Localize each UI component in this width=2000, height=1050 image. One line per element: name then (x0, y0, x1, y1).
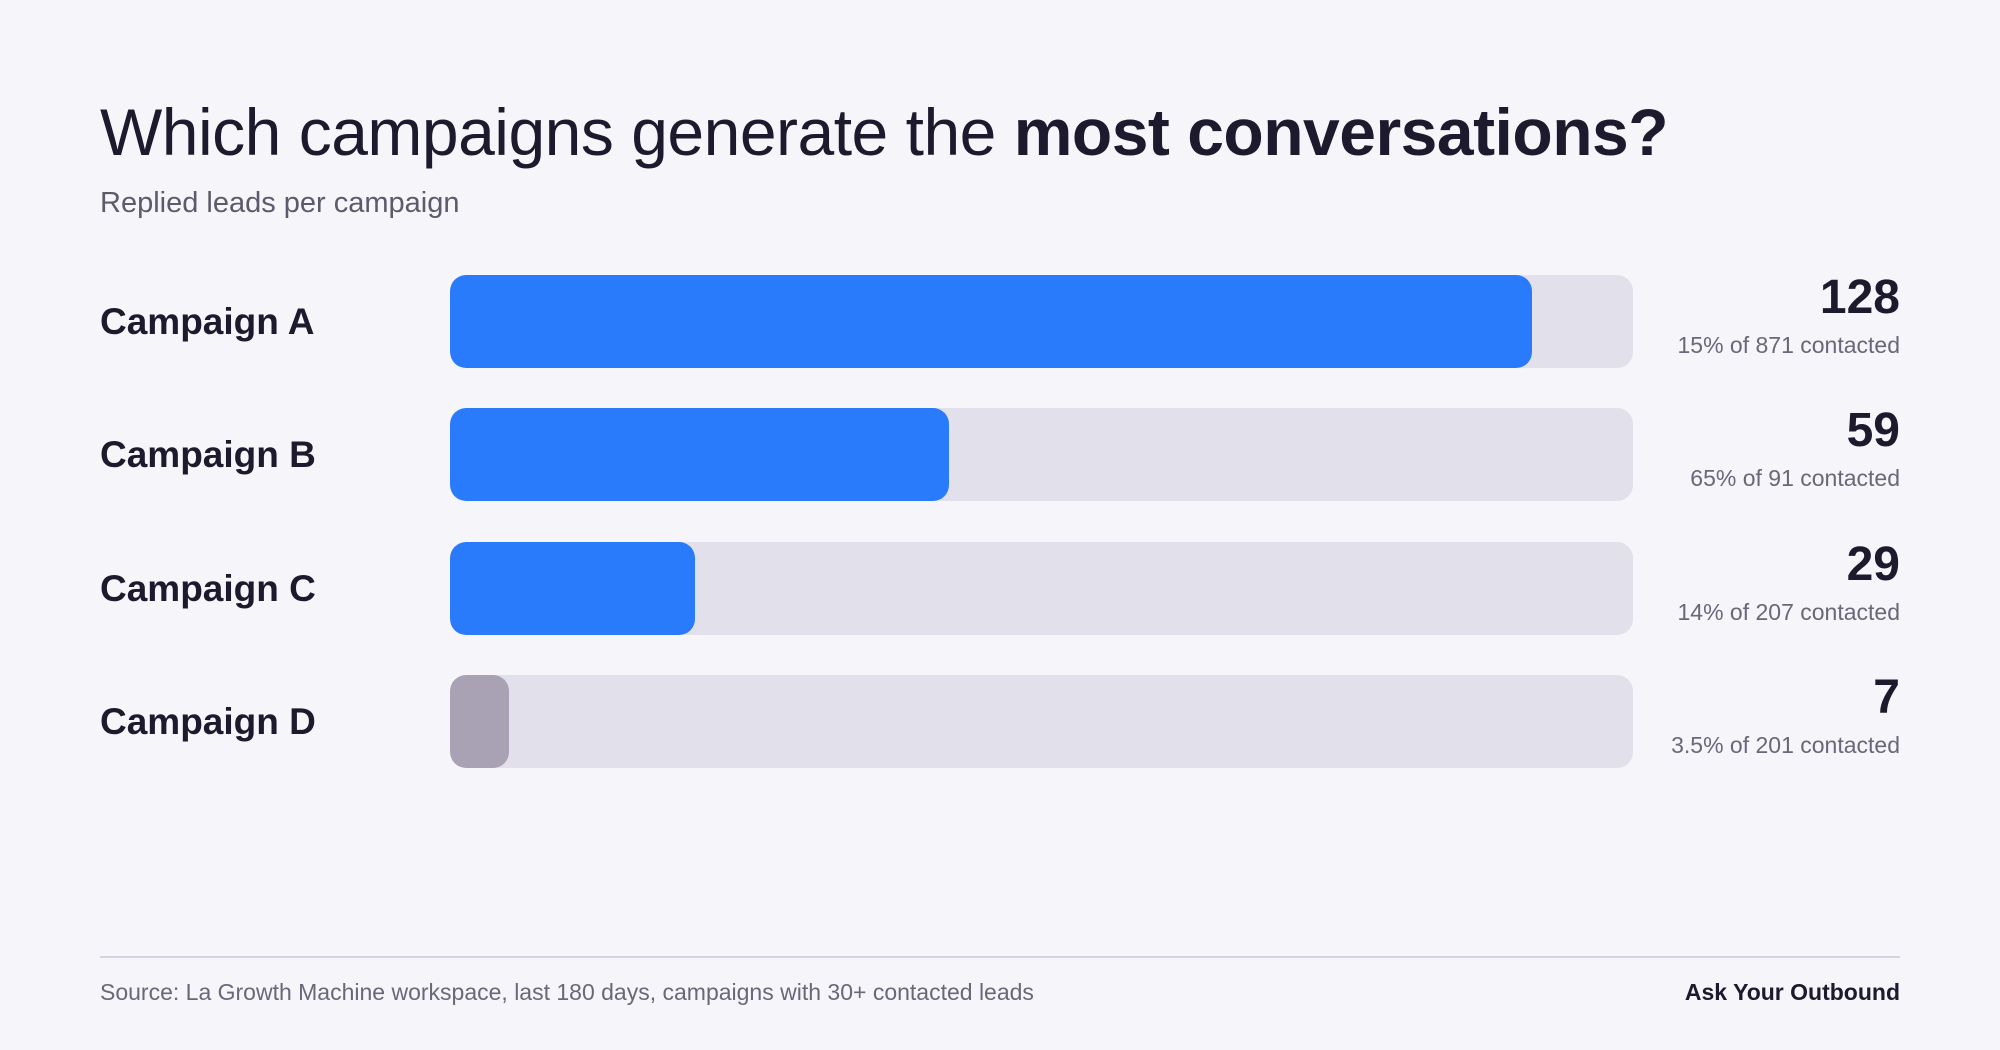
category-label: Campaign A (100, 301, 315, 342)
bar-row: Campaign B 59 65% of 91 contacted (0, 404, 2000, 501)
brand-name: Ask Your Outbound (1684, 979, 1900, 1005)
bar-row: Campaign A 128 15% of 871 contacted (0, 271, 2000, 368)
category-label: Campaign D (100, 701, 316, 742)
chart-title: Which campaigns generate the most conver… (100, 92, 1669, 172)
data-label-value: 7 (1873, 671, 1900, 724)
source-note: Source: La Growth Machine workspace, las… (100, 979, 1034, 1005)
bar (450, 675, 509, 768)
data-label-note: 3.5% of 201 contacted (1671, 732, 1900, 758)
chart-subtitle: Replied leads per campaign (100, 187, 460, 219)
bar-track (450, 542, 1633, 635)
bar-track (450, 275, 1633, 368)
bar (450, 542, 695, 635)
data-label-note: 15% of 871 contacted (1677, 332, 1901, 358)
bar-row: Campaign D 7 3.5% of 201 contacted (0, 671, 2000, 768)
data-label-value: 128 (1819, 271, 1900, 324)
category-label: Campaign B (100, 434, 316, 475)
bar-row: Campaign C 29 14% of 207 contacted (0, 538, 2000, 635)
chart-title-light: Which campaigns generate the (100, 95, 1014, 169)
data-label-note: 14% of 207 contacted (1677, 599, 1901, 625)
data-label-note: 65% of 91 contacted (1690, 465, 1900, 491)
chart-title-bold: most conversations? (1013, 95, 1669, 169)
bar-track (450, 408, 1633, 501)
bar (450, 408, 949, 501)
bar (450, 275, 1532, 368)
footer-divider (100, 956, 1900, 958)
data-label-value: 29 (1846, 538, 1900, 591)
data-label-value: 59 (1846, 404, 1900, 457)
category-label: Campaign C (100, 568, 316, 609)
bar-track (450, 675, 1633, 768)
